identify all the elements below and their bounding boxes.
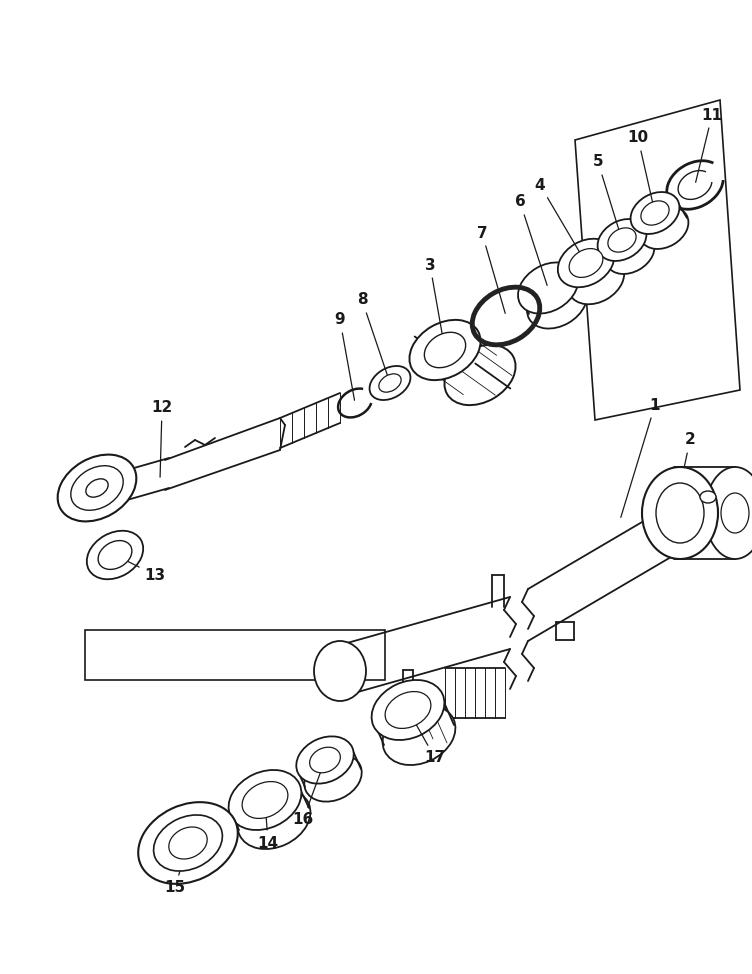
Text: 9: 9 bbox=[335, 313, 354, 400]
Ellipse shape bbox=[242, 781, 288, 818]
Ellipse shape bbox=[641, 201, 669, 225]
Ellipse shape bbox=[721, 493, 749, 533]
Text: 12: 12 bbox=[151, 400, 173, 477]
Ellipse shape bbox=[58, 455, 136, 521]
Text: 1: 1 bbox=[621, 397, 660, 517]
Ellipse shape bbox=[86, 531, 143, 580]
Text: 2: 2 bbox=[681, 432, 696, 484]
Ellipse shape bbox=[153, 815, 223, 871]
Ellipse shape bbox=[631, 192, 680, 234]
Ellipse shape bbox=[605, 232, 654, 274]
Text: 11: 11 bbox=[696, 107, 723, 182]
Text: 17: 17 bbox=[409, 712, 446, 766]
Text: 6: 6 bbox=[514, 195, 547, 285]
Text: 16: 16 bbox=[293, 763, 324, 828]
Ellipse shape bbox=[383, 705, 456, 765]
Ellipse shape bbox=[639, 207, 688, 249]
Polygon shape bbox=[85, 630, 385, 680]
Ellipse shape bbox=[371, 680, 444, 740]
Polygon shape bbox=[575, 100, 740, 420]
Ellipse shape bbox=[238, 789, 311, 849]
Ellipse shape bbox=[705, 467, 752, 559]
Ellipse shape bbox=[409, 319, 481, 380]
Ellipse shape bbox=[86, 479, 108, 497]
Ellipse shape bbox=[310, 747, 341, 772]
Ellipse shape bbox=[138, 803, 238, 883]
Text: 13: 13 bbox=[117, 556, 165, 582]
Text: 7: 7 bbox=[477, 226, 505, 314]
Ellipse shape bbox=[305, 755, 362, 802]
Ellipse shape bbox=[518, 262, 578, 314]
Text: 10: 10 bbox=[627, 131, 654, 210]
Ellipse shape bbox=[296, 736, 353, 784]
Ellipse shape bbox=[71, 466, 123, 510]
Ellipse shape bbox=[656, 483, 704, 543]
Text: 8: 8 bbox=[356, 292, 389, 381]
Text: 3: 3 bbox=[425, 257, 444, 348]
Text: 15: 15 bbox=[165, 845, 187, 895]
Ellipse shape bbox=[314, 641, 366, 701]
Ellipse shape bbox=[608, 228, 636, 252]
Ellipse shape bbox=[598, 219, 647, 261]
Ellipse shape bbox=[558, 239, 614, 287]
Ellipse shape bbox=[385, 692, 431, 729]
Ellipse shape bbox=[424, 332, 465, 368]
Ellipse shape bbox=[379, 374, 401, 393]
Ellipse shape bbox=[700, 491, 716, 503]
Text: 5: 5 bbox=[593, 155, 621, 238]
Ellipse shape bbox=[98, 541, 132, 570]
Ellipse shape bbox=[229, 770, 302, 830]
Ellipse shape bbox=[168, 827, 208, 859]
Ellipse shape bbox=[527, 278, 587, 328]
Ellipse shape bbox=[674, 486, 726, 542]
Ellipse shape bbox=[568, 256, 624, 304]
Ellipse shape bbox=[444, 345, 516, 405]
Text: 14: 14 bbox=[257, 803, 278, 850]
Ellipse shape bbox=[569, 248, 603, 278]
Ellipse shape bbox=[642, 467, 718, 559]
Text: 4: 4 bbox=[535, 177, 584, 261]
Ellipse shape bbox=[369, 366, 411, 400]
